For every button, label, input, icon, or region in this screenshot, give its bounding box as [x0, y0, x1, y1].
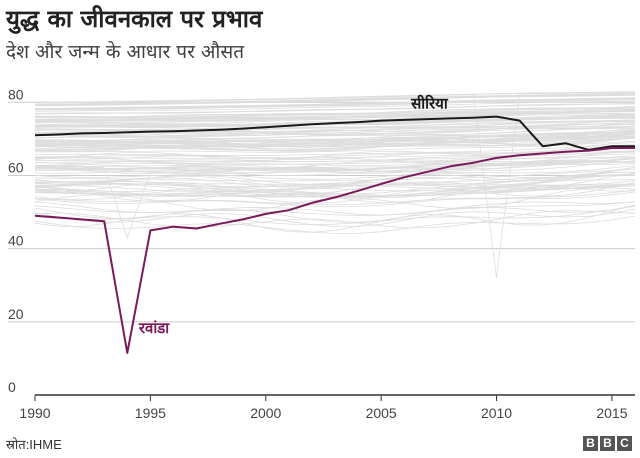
country-line-bg: [34, 201, 636, 216]
chart-subtitle: देश और जन्म के आधार पर औसत: [6, 41, 245, 63]
y-tick-label-60: 60: [8, 159, 24, 175]
country-line-bg: [34, 111, 636, 123]
country-line-bg: [34, 103, 636, 115]
country-line-bg: [34, 215, 636, 234]
annotations: सीरिया रवांडा: [138, 95, 449, 337]
country-line-bg: [34, 97, 636, 110]
country-line-bg: [34, 91, 636, 104]
country-line-bg: [34, 93, 636, 105]
series-line-rwanda: [34, 147, 635, 354]
country-line-bg: [34, 130, 636, 143]
logo-letter-c: C: [617, 436, 632, 451]
x-tick-label-2000: 2000: [250, 405, 281, 421]
country-line-bg: [34, 135, 636, 148]
country-line-bg: [34, 161, 636, 173]
annotation-syria: सीरिया: [410, 95, 449, 113]
country-line-bg: [34, 165, 636, 180]
x-tick-label-1990: 1990: [19, 405, 50, 421]
country-line-bg: [34, 117, 636, 128]
country-line-bg: [34, 99, 636, 111]
x-tick-label-2005: 2005: [366, 405, 397, 421]
country-line-bg: [34, 183, 636, 197]
country-line-bg: [34, 191, 636, 208]
country-line-bg: [34, 189, 636, 206]
country-line-bg: [34, 137, 636, 151]
country-line-bg: [34, 108, 636, 120]
country-line-bg: [34, 185, 636, 199]
country-line-bg: [34, 136, 636, 148]
country-line-bg: [35, 145, 636, 159]
country-line-bg: [34, 137, 636, 152]
country-line-bg: [34, 94, 636, 106]
country-line-bg: [34, 114, 636, 126]
x-tick-label-2015: 2015: [596, 405, 627, 421]
country-line-bg: [34, 157, 636, 171]
country-line-bg: [34, 179, 636, 192]
y-tick-label-40: 40: [8, 233, 24, 249]
axes: 0 20 40 60 80 1990 1995 2000 2005 2010 2015: [8, 86, 635, 421]
country-line-bg: [34, 157, 636, 171]
background-country-lines: [34, 91, 636, 278]
country-line-bg: [34, 113, 636, 125]
country-line-bg: [34, 171, 636, 188]
country-line-bg: [34, 166, 636, 185]
x-tick-label-1995: 1995: [135, 405, 166, 421]
country-line-bg: [34, 131, 636, 143]
highlighted-series: [34, 115, 635, 354]
country-line-bg: [34, 210, 636, 229]
logo-letter-b1: B: [583, 436, 598, 451]
country-line-bg: [34, 140, 636, 153]
country-line-bg: [34, 123, 636, 136]
country-line-bg: [34, 100, 636, 112]
series-line-syria: [34, 115, 635, 151]
y-tick-label-80: 80: [8, 86, 24, 102]
country-line-bg: [34, 109, 636, 121]
country-line-bg: [34, 153, 636, 165]
country-line-bg: [34, 107, 636, 118]
chart-title: युद्ध का जीवनकाल पर प्रभाव: [6, 5, 263, 33]
x-tick-label-2010: 2010: [481, 405, 512, 421]
y-tick-label-0: 0: [8, 379, 16, 395]
country-line-bg: [34, 119, 636, 131]
annotation-rwanda: रवांडा: [138, 319, 170, 337]
country-line-bg: [34, 173, 636, 186]
country-line-bg: [34, 121, 636, 132]
country-line-bg: [34, 144, 636, 157]
bbc-logo: B B C: [583, 436, 632, 451]
logo-letter-b2: B: [600, 436, 615, 451]
country-line-bg: [34, 126, 636, 139]
source-note: स्रोत:IHME: [6, 437, 62, 452]
country-line-bg: [34, 205, 636, 223]
country-line-bg: [34, 150, 636, 164]
country-line-bg: [34, 147, 636, 160]
country-line-bg: [35, 106, 636, 118]
y-tick-label-20: 20: [8, 306, 24, 322]
country-line-bg: [34, 159, 636, 239]
country-line-bg: [34, 204, 636, 233]
country-line-bg: [34, 133, 636, 150]
